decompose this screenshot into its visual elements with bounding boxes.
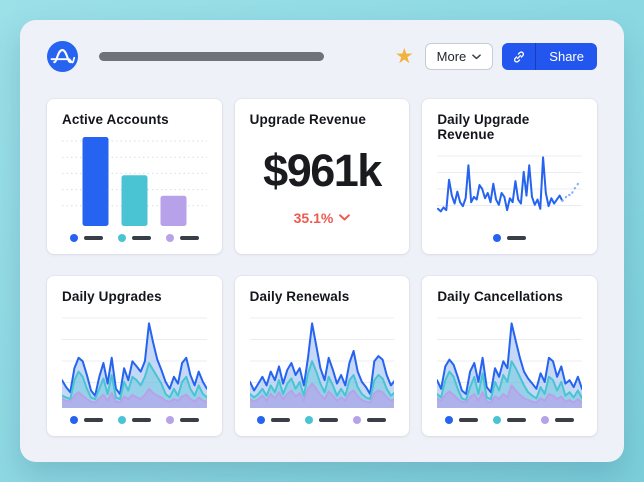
- legend-item: [117, 416, 151, 424]
- change-down-chevron-icon: [339, 214, 351, 221]
- chevron-down-icon: [472, 53, 482, 59]
- card-daily-cancellations[interactable]: Daily Cancellations: [422, 276, 597, 436]
- legend-dot: [493, 416, 502, 424]
- legend-item: [445, 416, 479, 424]
- legend-item: [165, 234, 199, 242]
- legend-item: [305, 416, 339, 424]
- chart-legend: [62, 415, 207, 425]
- legend-label-placeholder: [367, 418, 387, 422]
- card-active-accounts[interactable]: Active Accounts: [47, 99, 222, 254]
- legend-label-placeholder: [271, 418, 291, 422]
- daily-upgrades-area-chart: [62, 310, 207, 408]
- legend-dot: [117, 416, 126, 424]
- legend-item: [541, 416, 575, 424]
- legend-dot: [353, 416, 362, 424]
- kpi-change: 35.1%: [294, 210, 351, 226]
- legend-label-placeholder: [179, 236, 199, 240]
- legend-dot: [165, 416, 174, 424]
- card-title: Daily Upgrade Revenue: [437, 112, 530, 142]
- share-button[interactable]: Share: [502, 43, 597, 70]
- legend-item: [493, 416, 527, 424]
- card-daily-upgrade-revenue[interactable]: Daily Upgrade Revenue: [422, 99, 597, 254]
- legend-dot: [117, 234, 126, 242]
- legend-item: [353, 416, 387, 424]
- legend-item: [257, 416, 291, 424]
- daily-cancellations-area-chart: [437, 310, 582, 408]
- card-daily-renewals[interactable]: Daily Renewals: [234, 276, 410, 436]
- dashboard-title-placeholder: [99, 52, 324, 61]
- chart-legend: [250, 415, 395, 425]
- more-button[interactable]: More: [424, 43, 494, 70]
- legend-dot: [305, 416, 314, 424]
- active-accounts-bar-chart: [62, 133, 207, 226]
- daily-upgrade-revenue-line-chart: [437, 148, 582, 226]
- share-button-label: Share: [549, 49, 584, 64]
- card-upgrade-revenue[interactable]: Upgrade Revenue $961k 35.1%: [234, 99, 410, 254]
- legend-item: [117, 234, 151, 242]
- dashboard-header: ★ More Share: [20, 20, 624, 72]
- legend-label-placeholder: [131, 418, 151, 422]
- kpi-body: $961k 35.1%: [250, 127, 395, 243]
- legend-item: [165, 416, 199, 424]
- amplitude-logo-icon: [47, 41, 78, 72]
- legend-label-placeholder: [507, 418, 527, 422]
- daily-renewals-area-chart: [249, 310, 395, 408]
- card-title: Daily Upgrades: [62, 289, 162, 304]
- chart-legend: [62, 233, 207, 243]
- kpi-change-value: 35.1%: [293, 209, 334, 226]
- legend-item: [69, 416, 103, 424]
- card-daily-upgrades[interactable]: Daily Upgrades: [47, 276, 222, 436]
- legend-label-placeholder: [131, 236, 151, 240]
- card-title: Daily Cancellations: [437, 289, 564, 304]
- card-title: Active Accounts: [62, 112, 169, 127]
- legend-item: [493, 234, 527, 242]
- legend-dot: [257, 416, 266, 424]
- card-title: Upgrade Revenue: [249, 112, 366, 127]
- legend-label-placeholder: [459, 418, 479, 422]
- legend-label-placeholder: [83, 236, 103, 240]
- legend-dot: [69, 416, 78, 424]
- link-icon[interactable]: [502, 43, 537, 70]
- legend-dot: [165, 234, 174, 242]
- legend-label-placeholder: [179, 418, 199, 422]
- legend-item: [69, 234, 103, 242]
- legend-label-placeholder: [507, 236, 527, 240]
- dashboard-window: ★ More Share: [20, 20, 624, 462]
- kpi-value: $961k: [263, 144, 382, 196]
- legend-label-placeholder: [83, 418, 103, 422]
- more-button-label: More: [436, 49, 467, 64]
- legend-dot: [541, 416, 550, 424]
- favorite-star-icon[interactable]: ★: [394, 45, 414, 68]
- legend-label-placeholder: [555, 418, 575, 422]
- legend-dot: [493, 234, 502, 242]
- chart-legend: [437, 233, 582, 243]
- card-title: Daily Renewals: [249, 289, 350, 304]
- cards-grid: Active Accounts Upgrade Revenue $961k 35…: [20, 99, 624, 436]
- legend-dot: [69, 234, 78, 242]
- legend-dot: [445, 416, 454, 424]
- legend-label-placeholder: [319, 418, 339, 422]
- chart-legend: [437, 415, 582, 425]
